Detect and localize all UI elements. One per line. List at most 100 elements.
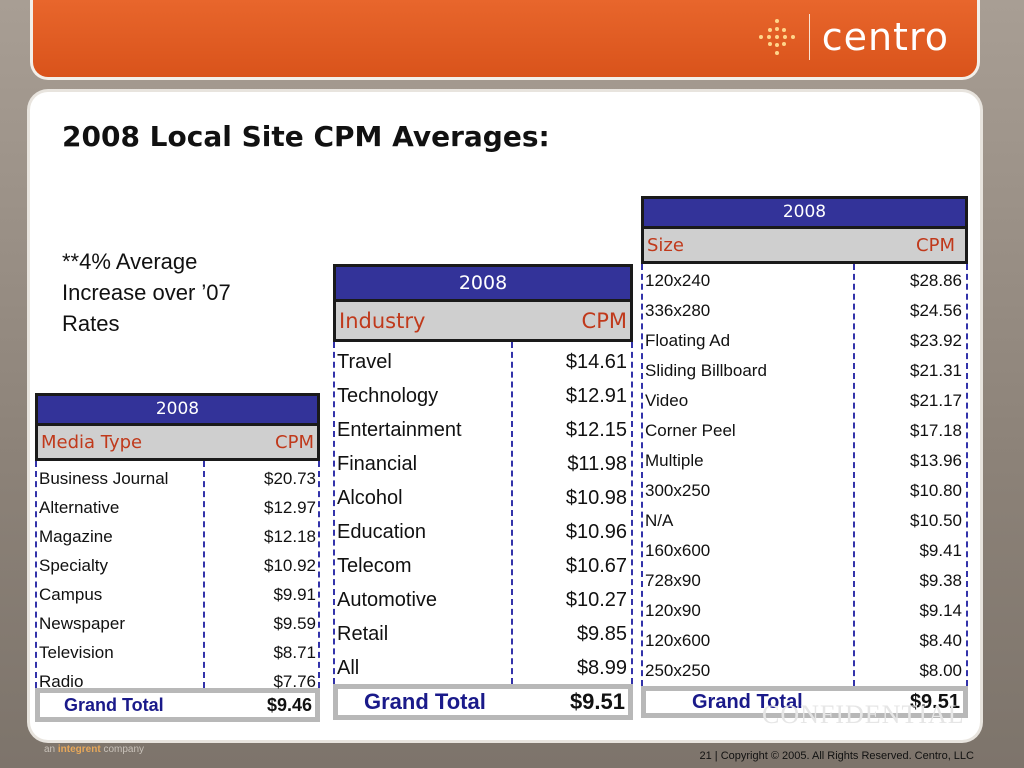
logo-dot bbox=[767, 42, 772, 46]
grand-total-row: Grand Total $9.51 bbox=[333, 684, 633, 720]
row-cpm-value: $13.96 bbox=[910, 451, 962, 470]
table-edge-right bbox=[966, 264, 968, 686]
row-cpm-value: $9.14 bbox=[919, 601, 962, 620]
row-label: 120x90 bbox=[645, 601, 701, 620]
row-label: Sliding Billboard bbox=[645, 361, 767, 380]
grand-total-label: Grand Total bbox=[692, 690, 803, 713]
row-label: All bbox=[337, 657, 360, 679]
table-year-header: 2008 bbox=[35, 393, 320, 426]
grand-total-row: Grand Total $9.46 bbox=[35, 688, 320, 722]
row-label: Corner Peel bbox=[645, 421, 736, 440]
table-column-header: Media Type CPM bbox=[35, 426, 320, 461]
row-label: 120x600 bbox=[645, 631, 711, 650]
table-row: All $8.99 bbox=[333, 651, 633, 685]
row-label: 336x280 bbox=[645, 301, 711, 320]
logo-dot bbox=[781, 28, 786, 32]
logo-dot bbox=[781, 42, 786, 46]
table-year-header: 2008 bbox=[333, 264, 633, 302]
row-label: 120x240 bbox=[645, 271, 711, 290]
row-label: 250x250 bbox=[645, 661, 711, 680]
column-divider bbox=[511, 342, 513, 684]
row-cpm-value: $9.91 bbox=[273, 585, 316, 604]
footer-prefix: an bbox=[44, 744, 56, 755]
grand-total-value: $9.51 bbox=[909, 690, 960, 713]
table-edge-left bbox=[35, 461, 37, 688]
table-edge-left bbox=[333, 342, 335, 684]
row-cpm-value: $24.56 bbox=[910, 301, 962, 320]
table-row: Video $21.17 bbox=[641, 386, 968, 416]
row-cpm-value: $8.99 bbox=[576, 657, 627, 679]
row-label: Radio bbox=[39, 672, 84, 691]
row-label: 728x90 bbox=[645, 571, 701, 590]
logo-dot bbox=[766, 35, 771, 39]
centro-logo: centro bbox=[757, 12, 949, 62]
table-row: Automotive $10.27 bbox=[333, 583, 633, 617]
row-cpm-value: $20.73 bbox=[264, 469, 316, 488]
row-cpm-value: $9.38 bbox=[919, 571, 962, 590]
row-label: Retail bbox=[337, 623, 389, 645]
footer-copyright: 21 | Copyright © 2005. All Rights Reserv… bbox=[699, 750, 975, 762]
table-edge-right bbox=[631, 342, 633, 684]
row-cpm-value: $10.80 bbox=[910, 481, 962, 500]
row-cpm-value: $9.85 bbox=[576, 623, 627, 645]
col-size: Size bbox=[647, 234, 684, 256]
logo-divider bbox=[808, 14, 810, 60]
table-row: 300x250 $10.80 bbox=[641, 476, 968, 506]
table-row: Floating Ad $23.92 bbox=[641, 326, 968, 356]
row-cpm-value: $21.31 bbox=[910, 361, 962, 380]
increase-note: **4% Average Increase over ’07 Rates bbox=[62, 249, 231, 336]
row-label: N/A bbox=[645, 511, 674, 530]
logo-dot bbox=[774, 19, 779, 23]
grand-total-label: Grand Total bbox=[364, 689, 486, 714]
logo-dot bbox=[782, 35, 787, 39]
table-row: Business Journal $20.73 bbox=[35, 464, 320, 493]
column-divider bbox=[853, 264, 855, 686]
row-label: Automotive bbox=[337, 589, 438, 611]
row-label: Alternative bbox=[39, 498, 120, 517]
row-cpm-value: $10.96 bbox=[565, 521, 627, 543]
slide-title: 2008 Local Site CPM Averages: bbox=[62, 120, 550, 153]
row-cpm-value: $12.97 bbox=[264, 498, 316, 517]
table-body: Travel $14.61 Technology $12.91 Entertainmen… bbox=[333, 342, 633, 684]
row-cpm-value: $21.17 bbox=[910, 391, 962, 410]
header-band: centro bbox=[30, 0, 980, 80]
row-label: Floating Ad bbox=[645, 331, 731, 350]
table-row: 120x600 $8.40 bbox=[641, 626, 968, 656]
column-divider bbox=[203, 461, 205, 688]
logo-dot bbox=[790, 35, 795, 39]
grand-total-label: Grand Total bbox=[64, 694, 164, 715]
row-cpm-value: $8.71 bbox=[273, 643, 316, 662]
table-row: Specialty $10.92 bbox=[35, 551, 320, 580]
row-label: Financial bbox=[337, 453, 418, 475]
footer-company-tag: an integrent company bbox=[44, 744, 144, 755]
row-label: Magazine bbox=[39, 527, 113, 546]
table-row: Entertainment $12.15 bbox=[333, 413, 633, 447]
row-label: Specialty bbox=[39, 556, 108, 575]
row-label: Business Journal bbox=[39, 469, 169, 488]
logo-dot bbox=[774, 27, 779, 31]
media-type-table: 2008 Media Type CPM Business Journal $20.… bbox=[35, 393, 320, 722]
row-label: Multiple bbox=[645, 451, 704, 470]
row-cpm-value: $10.92 bbox=[264, 556, 316, 575]
table-row: 160x600 $9.41 bbox=[641, 536, 968, 566]
row-cpm-value: $23.92 bbox=[910, 331, 962, 350]
table-row: Retail $9.85 bbox=[333, 617, 633, 651]
table-row: Travel $14.61 bbox=[333, 345, 633, 379]
row-cpm-value: $9.41 bbox=[919, 541, 962, 560]
table-row: 728x90 $9.38 bbox=[641, 566, 968, 596]
table-column-header: Size CPM bbox=[641, 229, 968, 264]
row-label: Travel bbox=[337, 351, 392, 373]
col-cpm: CPM bbox=[581, 308, 627, 333]
col-cpm: CPM bbox=[916, 234, 955, 256]
confidential-watermark: CONFIDENTIAL bbox=[762, 700, 965, 729]
row-cpm-value: $12.91 bbox=[565, 385, 627, 407]
table-row: Newspaper $9.59 bbox=[35, 609, 320, 638]
footer-brand: integrent bbox=[57, 744, 101, 755]
logo-dot bbox=[774, 51, 779, 55]
logo-dot bbox=[767, 28, 772, 32]
row-label: Video bbox=[645, 391, 689, 410]
table-body: 120x240 $28.86 336x280 $24.56 Floating Ad $23… bbox=[641, 264, 968, 686]
row-label: Television bbox=[39, 643, 114, 662]
row-cpm-value: $10.50 bbox=[910, 511, 962, 530]
logo-dot bbox=[774, 35, 779, 39]
